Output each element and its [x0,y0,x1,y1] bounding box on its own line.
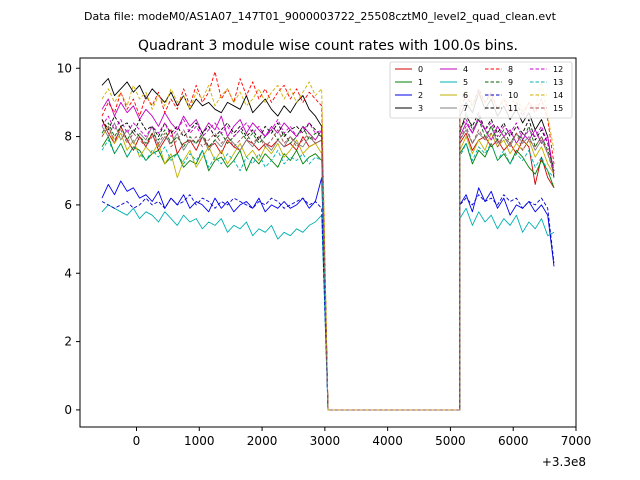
legend-label-3: 3 [418,104,423,113]
x-tick-label: 1000 [184,434,215,448]
y-tick-label: 8 [64,130,72,144]
series-line-0 [101,119,555,411]
series-line-4 [101,98,555,411]
x-tick-label: 7000 [561,434,592,448]
legend-label-11: 11 [508,104,518,113]
x-tick-label: 4000 [372,434,403,448]
series-line-6 [101,125,555,411]
legend-label-8: 8 [508,65,513,74]
y-tick-label: 2 [64,335,72,349]
x-tick-label: 0 [133,434,141,448]
x-tick-label: 3000 [310,434,341,448]
series-line-1 [101,136,555,411]
legend-label-6: 6 [463,91,468,100]
legend-label-12: 12 [553,65,563,74]
y-tick-label: 6 [64,198,72,212]
x-tick-label: 6000 [498,434,529,448]
y-tick-label: 0 [64,403,72,417]
series-line-12 [101,115,555,411]
series-line-8 [101,71,555,411]
y-tick-label: 10 [57,61,72,75]
plot-area [101,71,555,411]
legend-label-14: 14 [553,91,563,100]
chart-suptitle: Data file: modeM0/AS1A07_147T01_90000037… [84,10,557,23]
series-line-13 [101,139,555,411]
legend-box [389,61,573,119]
legend-label-9: 9 [508,78,513,87]
legend-label-7: 7 [463,104,468,113]
series-line-2 [101,177,555,411]
series-line-14 [101,81,555,411]
x-tick-label: 2000 [247,434,278,448]
series-line-7 [101,122,555,411]
legend-label-15: 15 [553,104,563,113]
legend-label-10: 10 [508,91,518,100]
legend-label-4: 4 [463,65,468,74]
series-line-5 [101,204,555,411]
legend-label-1: 1 [418,78,423,87]
x-offset-label: +3.3e8 [542,455,586,469]
series-line-11 [101,112,555,411]
y-tick-label: 4 [64,266,72,280]
chart-title: Quadrant 3 module wise count rates with … [138,38,518,54]
legend-label-13: 13 [553,78,563,87]
plot-frame [79,57,577,428]
legend-label-0: 0 [418,65,423,74]
x-tick-label: 5000 [435,434,466,448]
series-line-10 [101,194,555,411]
series-line-15 [101,125,555,411]
legend-label-2: 2 [418,91,423,100]
legend-label-5: 5 [463,78,468,87]
